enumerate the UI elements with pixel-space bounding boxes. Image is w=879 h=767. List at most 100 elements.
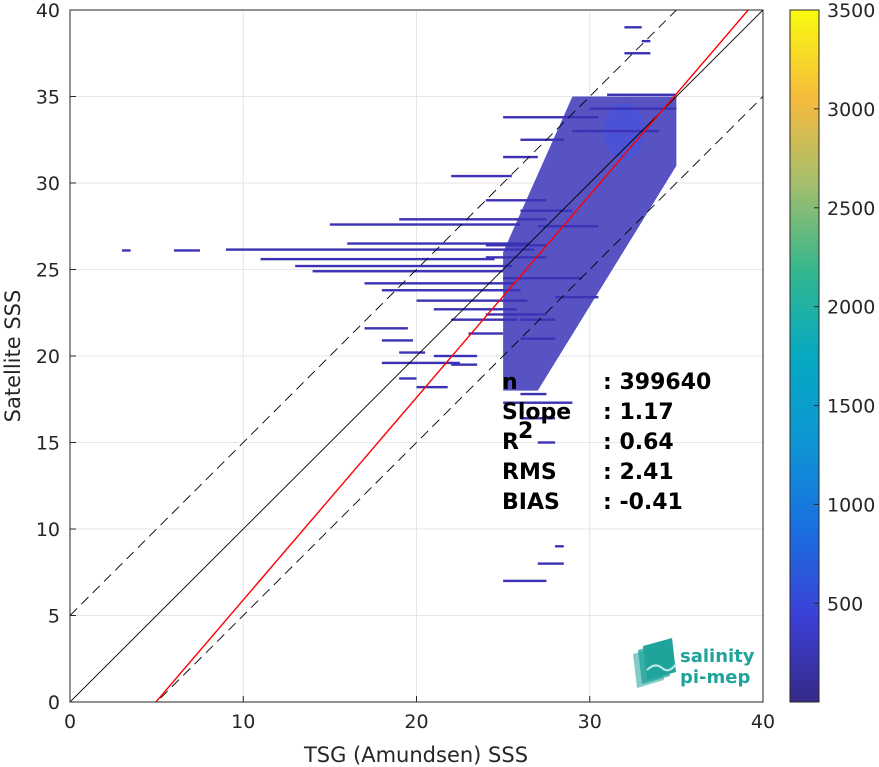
density-segment bbox=[399, 351, 426, 354]
x-tick-label: 0 bbox=[64, 711, 76, 733]
x-tick-label: 20 bbox=[404, 711, 428, 733]
y-tick-label: 15 bbox=[36, 433, 60, 455]
density-segment bbox=[520, 417, 556, 420]
y-tick-label: 35 bbox=[36, 87, 60, 109]
logo-text-line-1: salinity bbox=[680, 646, 755, 667]
density-segment bbox=[399, 218, 547, 221]
stat-value: : 399640 bbox=[603, 370, 711, 395]
density-segment bbox=[121, 249, 131, 252]
density-segment bbox=[485, 199, 547, 202]
density-segment bbox=[381, 361, 460, 365]
density-segment bbox=[503, 116, 599, 119]
x-tick-label: 10 bbox=[231, 711, 255, 733]
density-segment bbox=[485, 313, 547, 316]
stat-label: BIAS bbox=[502, 490, 560, 515]
density-segment bbox=[641, 39, 651, 43]
density-segment bbox=[364, 282, 516, 285]
colorbar-tick-label: 2500 bbox=[827, 198, 875, 220]
density-segment bbox=[468, 332, 504, 335]
density-segment bbox=[520, 337, 556, 340]
line-upper-bound bbox=[70, 10, 678, 616]
density-segment bbox=[451, 174, 512, 178]
stat-value: : -0.41 bbox=[603, 490, 683, 515]
density-segment bbox=[537, 225, 599, 228]
colorbar-tick-label: 500 bbox=[827, 593, 863, 615]
density-segment bbox=[503, 155, 538, 159]
density-segment bbox=[503, 276, 582, 280]
density-segment bbox=[589, 107, 677, 110]
density-segment bbox=[485, 244, 547, 247]
stat-label: R bbox=[502, 430, 519, 455]
reference-lines bbox=[70, 10, 763, 702]
density-segment bbox=[520, 209, 573, 212]
density-segment bbox=[416, 385, 448, 389]
density-segment bbox=[329, 223, 521, 226]
density-segment bbox=[225, 248, 535, 251]
density-segment bbox=[520, 138, 564, 141]
density-segment bbox=[520, 392, 547, 396]
y-tick-label: 5 bbox=[48, 606, 60, 628]
line-identity bbox=[70, 10, 763, 702]
density-segment bbox=[555, 545, 564, 548]
density-segment bbox=[295, 264, 512, 268]
density-segment bbox=[364, 327, 408, 330]
density-segment bbox=[451, 363, 478, 366]
density-segment bbox=[399, 377, 417, 380]
density-segment bbox=[503, 401, 573, 404]
x-tick-label: 30 bbox=[578, 711, 602, 733]
density-segment bbox=[624, 52, 651, 55]
colorbar-tick-label: 1500 bbox=[827, 396, 875, 418]
density-segment bbox=[555, 295, 599, 299]
density-segment bbox=[347, 242, 530, 245]
density-segment bbox=[607, 93, 677, 96]
density-segment bbox=[503, 579, 547, 583]
density-segment bbox=[520, 318, 556, 321]
density-segment bbox=[312, 270, 504, 273]
stats-box: n : 399640 Slope : 1.17 R 2 : 0.64 RMS : 2.41 BIA… bbox=[502, 370, 711, 515]
stat-label: RMS bbox=[502, 460, 557, 485]
stat-value: : 1.17 bbox=[603, 400, 674, 425]
stat-value: : 0.64 bbox=[603, 430, 674, 455]
line-regression bbox=[154, 10, 750, 702]
density-segment bbox=[433, 354, 478, 358]
density-segment bbox=[381, 339, 414, 342]
salinity-pi-mep-logo: salinity pi-mep bbox=[633, 638, 755, 688]
density-segment bbox=[173, 249, 200, 252]
stat-label: Slope bbox=[502, 400, 571, 425]
y-axis-label: Satellite SSS bbox=[1, 290, 25, 423]
stat-superscript: 2 bbox=[518, 419, 533, 444]
y-tick-label: 25 bbox=[36, 260, 60, 282]
y-tick-label: 0 bbox=[48, 692, 60, 714]
density-cloud bbox=[121, 26, 677, 583]
y-tick-label: 10 bbox=[36, 519, 60, 541]
density-core bbox=[503, 96, 677, 391]
colorbar-tick-label: 1000 bbox=[827, 494, 875, 516]
density-segment bbox=[537, 562, 564, 565]
colorbar-tick-label: 3500 bbox=[827, 0, 875, 22]
x-ticks: 0 10 20 30 40 bbox=[64, 696, 775, 733]
density-segment bbox=[572, 129, 660, 133]
density-segment bbox=[381, 289, 521, 292]
y-tick-label: 30 bbox=[36, 173, 60, 195]
logo-text-line-2: pi-mep bbox=[680, 667, 750, 688]
x-axis-label: TSG (Amundsen) SSS bbox=[303, 743, 528, 767]
x-tick-label: 40 bbox=[751, 711, 775, 733]
density-segment bbox=[537, 441, 556, 444]
density-segment bbox=[260, 257, 495, 261]
y-ticks: 0 5 10 15 20 25 30 35 40 bbox=[36, 0, 76, 714]
density-segment bbox=[433, 308, 517, 311]
colorbar-tick-label: 2000 bbox=[827, 297, 875, 319]
y-tick-label: 20 bbox=[36, 346, 60, 368]
density-segment bbox=[451, 318, 517, 321]
logo-mark-icon bbox=[633, 638, 677, 688]
density-segment bbox=[485, 256, 547, 259]
colorbar-tick-label: 3000 bbox=[827, 99, 875, 121]
stat-label: n bbox=[502, 370, 518, 395]
line-lower-bound bbox=[155, 96, 763, 702]
colorbar bbox=[789, 9, 820, 703]
y-tick-label: 40 bbox=[36, 0, 60, 22]
density-segment bbox=[624, 26, 642, 29]
stat-value: : 2.41 bbox=[603, 460, 674, 485]
colorbar-ticks: 500 1000 1500 2000 2500 3000 3500 bbox=[814, 0, 875, 615]
